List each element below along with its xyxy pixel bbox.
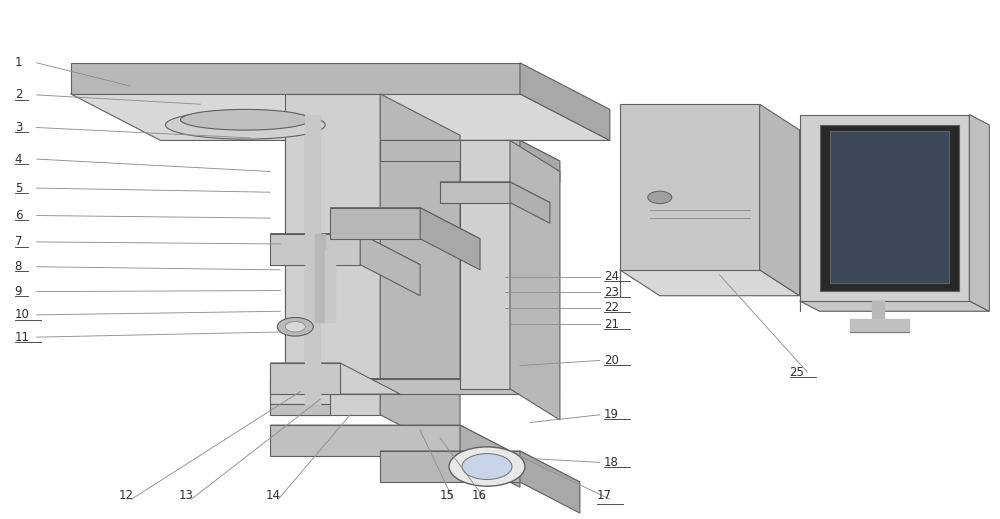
Text: 3: 3	[15, 121, 22, 134]
Text: 8: 8	[15, 260, 22, 273]
Polygon shape	[460, 141, 510, 389]
Text: 16: 16	[472, 489, 487, 502]
Polygon shape	[380, 451, 580, 482]
Polygon shape	[380, 141, 520, 161]
Text: 23: 23	[604, 285, 619, 298]
Text: 25: 25	[790, 366, 804, 379]
Polygon shape	[620, 270, 800, 296]
Polygon shape	[800, 115, 969, 311]
Text: 15: 15	[440, 489, 455, 502]
Text: 9: 9	[15, 285, 22, 298]
Polygon shape	[510, 182, 550, 223]
Polygon shape	[440, 182, 550, 202]
Text: 4: 4	[15, 153, 22, 166]
Polygon shape	[760, 104, 800, 296]
Polygon shape	[270, 404, 330, 415]
Text: 18: 18	[604, 456, 619, 469]
Polygon shape	[520, 141, 560, 182]
Polygon shape	[270, 234, 420, 265]
Polygon shape	[360, 234, 420, 296]
Text: 1: 1	[15, 56, 22, 70]
Polygon shape	[460, 425, 520, 487]
Polygon shape	[520, 63, 610, 141]
Polygon shape	[330, 208, 420, 239]
Polygon shape	[380, 141, 560, 161]
Text: 13: 13	[178, 489, 193, 502]
Text: 17: 17	[597, 489, 612, 502]
Polygon shape	[305, 115, 320, 404]
Polygon shape	[872, 301, 884, 322]
Circle shape	[449, 447, 525, 486]
Polygon shape	[285, 130, 305, 404]
Polygon shape	[620, 104, 760, 296]
Text: 7: 7	[15, 236, 22, 249]
Polygon shape	[850, 319, 909, 332]
Ellipse shape	[180, 110, 310, 130]
Polygon shape	[440, 182, 510, 202]
Polygon shape	[380, 451, 520, 482]
Text: 14: 14	[265, 489, 280, 502]
Polygon shape	[270, 425, 460, 456]
Circle shape	[648, 191, 672, 203]
Polygon shape	[420, 208, 480, 270]
Text: 11: 11	[15, 331, 30, 344]
Ellipse shape	[165, 111, 325, 139]
Polygon shape	[820, 125, 959, 291]
Polygon shape	[969, 115, 989, 311]
Polygon shape	[330, 208, 480, 239]
Circle shape	[285, 322, 305, 332]
Polygon shape	[510, 141, 560, 420]
Polygon shape	[270, 363, 330, 404]
Polygon shape	[71, 63, 520, 94]
Polygon shape	[71, 94, 610, 141]
Text: 5: 5	[15, 182, 22, 195]
Polygon shape	[800, 301, 989, 311]
Polygon shape	[830, 131, 949, 283]
Polygon shape	[285, 94, 380, 415]
Text: 10: 10	[15, 308, 30, 321]
Polygon shape	[380, 94, 460, 456]
Text: 2: 2	[15, 88, 22, 101]
Polygon shape	[520, 451, 580, 513]
Polygon shape	[325, 249, 335, 322]
Text: 19: 19	[604, 408, 619, 421]
Text: 24: 24	[604, 270, 619, 283]
Text: 20: 20	[604, 354, 619, 367]
Polygon shape	[270, 363, 400, 394]
Polygon shape	[270, 378, 530, 394]
Circle shape	[277, 318, 313, 336]
Text: 21: 21	[604, 318, 619, 331]
Text: 6: 6	[15, 209, 22, 222]
Text: 22: 22	[604, 301, 619, 314]
Polygon shape	[270, 425, 520, 456]
Polygon shape	[270, 363, 340, 394]
Polygon shape	[315, 234, 325, 322]
Text: 12: 12	[119, 489, 134, 502]
Circle shape	[462, 454, 512, 480]
Polygon shape	[270, 234, 360, 265]
Polygon shape	[270, 378, 560, 394]
